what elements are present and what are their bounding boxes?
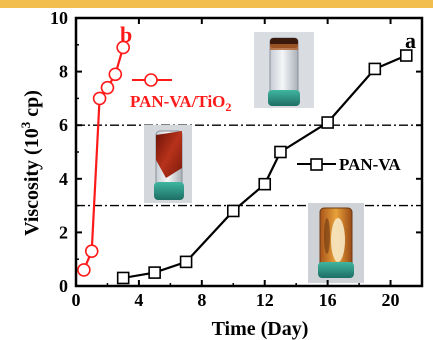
data-point-pan-va bbox=[116, 271, 130, 285]
panel-label-b: b bbox=[120, 22, 132, 47]
top-banner bbox=[0, 0, 433, 8]
x-tick-label: 20 bbox=[382, 290, 400, 310]
legend-pan-va-tio2-label-subscript: 2 bbox=[225, 100, 231, 114]
data-point-pan-va-tio2 bbox=[108, 67, 123, 82]
data-point-pan-va-tio2 bbox=[100, 80, 115, 95]
x-tick-label: 16 bbox=[319, 290, 337, 310]
data-point-pan-va-tio2 bbox=[116, 40, 130, 55]
x-axis-title: Time (Day) bbox=[212, 318, 309, 340]
vial-photo-a bbox=[254, 32, 314, 108]
y-tick-label: 10 bbox=[50, 8, 68, 28]
series-layer bbox=[77, 40, 413, 285]
panel-label-a: a bbox=[405, 28, 416, 53]
y-axis-title-main: Viscosity (10 bbox=[21, 128, 43, 236]
legend-pan-va-label: PAN-VA bbox=[339, 155, 401, 174]
data-point-pan-va bbox=[148, 266, 161, 279]
data-point-pan-va-tio2 bbox=[84, 244, 99, 258]
x-tick-label: 4 bbox=[134, 290, 143, 310]
vial-photo-c bbox=[308, 203, 364, 283]
y-axis-title-tail: cp) bbox=[21, 90, 43, 122]
plot-frame bbox=[74, 16, 424, 288]
y-tick-label: 2 bbox=[59, 222, 68, 242]
data-point-pan-va bbox=[399, 49, 413, 62]
legend-pan-va-tio2-label-main: PAN-VA/TiO bbox=[130, 92, 225, 111]
data-point-pan-va-tio2 bbox=[92, 91, 107, 106]
reference-lines bbox=[76, 124, 422, 207]
vial-photo-b bbox=[144, 125, 192, 203]
data-point-pan-va bbox=[258, 177, 272, 191]
series-line-pan-va-tio2 bbox=[82, 47, 125, 271]
data-point-pan-va-tio2 bbox=[77, 263, 91, 277]
legend-pan-va-tio2: PAN-VA/TiO2 bbox=[130, 73, 231, 114]
y-tick-label: 4 bbox=[59, 169, 68, 189]
y-tick-label: 0 bbox=[59, 276, 68, 296]
x-tick-label: 8 bbox=[197, 290, 206, 310]
axis-ticks: 0 4 8 12 16 20 0 2 4 6 8 10 bbox=[50, 8, 422, 310]
legend-pan-va: PAN-VA bbox=[297, 155, 401, 174]
x-tick-label: 0 bbox=[72, 290, 81, 310]
data-point-pan-va bbox=[226, 204, 240, 218]
legend-pan-va-tio2-label: PAN-VA/TiO2 bbox=[130, 92, 231, 114]
y-axis-title-superscript: 3 bbox=[18, 121, 33, 128]
data-point-pan-va bbox=[274, 145, 287, 159]
data-point-pan-va bbox=[368, 62, 382, 76]
x-tick-label: 12 bbox=[256, 290, 274, 310]
data-point-pan-va bbox=[321, 116, 334, 129]
legend-pan-va-tio2-marker bbox=[144, 73, 158, 87]
y-tick-label: 6 bbox=[59, 115, 68, 135]
data-point-pan-va bbox=[179, 255, 193, 269]
legend-pan-va-marker bbox=[310, 158, 323, 171]
y-axis-title: Viscosity (103 cp) bbox=[18, 90, 43, 236]
y-tick-label: 8 bbox=[59, 62, 68, 82]
